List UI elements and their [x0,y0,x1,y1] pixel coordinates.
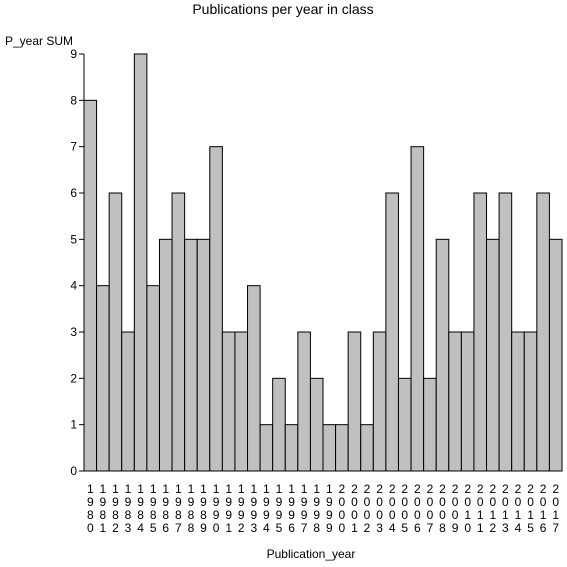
bar-2004 [385,192,399,472]
bar-2009 [448,331,462,472]
bar-2012 [486,238,500,472]
y-tick-label-5: 5 [70,232,77,246]
bar-2007 [423,377,437,472]
bar-2014 [511,331,525,472]
bar-1982 [108,192,123,472]
bar-2015 [523,331,538,472]
y-axis-label: P_year SUM [5,34,73,48]
bar-2010 [460,331,475,472]
chart-title: Publications per year in class [192,1,373,17]
bar-1997 [297,331,311,472]
bar-1989 [196,238,211,472]
y-tick-label-0: 0 [70,464,77,478]
y-tick-label-2: 2 [70,371,77,385]
y-tick-label-8: 8 [70,93,77,107]
bar-1985 [146,285,160,472]
y-tick-label-1: 1 [70,418,77,432]
bar-2011 [473,192,488,472]
bar-1994 [259,424,274,472]
bar-2006 [410,146,425,472]
bar-2002 [360,424,374,472]
y-tick-label-9: 9 [70,47,77,61]
y-tick-label-3: 3 [70,325,77,339]
bar-1996 [284,424,299,472]
bar-1995 [272,377,286,472]
bar-2000 [335,424,349,472]
bar-1980 [83,99,98,472]
bar-2013 [498,192,513,472]
bar-1984 [133,53,148,472]
bar-1991 [221,331,236,472]
bar-1987 [171,192,186,472]
x-axis-label: Publication_year [267,547,356,561]
bar-2017 [548,238,563,472]
bar-1983 [121,331,135,472]
bar-1981 [96,285,110,472]
bar-2001 [347,331,362,472]
bar-1992 [234,331,249,472]
plot-area: 0 1 2 3 4 5 6 7 8 9 1 9 8 0 1 9 8 1 1 9 8 2 1 9 8 3 1 9 8 4 1 9 8 5 1 9 8 6 1 9… [70,47,563,535]
bar-1999 [322,424,337,472]
bar-1988 [184,238,198,472]
bar-2016 [536,192,550,472]
bar-2003 [372,331,387,472]
y-tick-label-6: 6 [70,186,77,200]
y-tick-label-7: 7 [70,140,77,154]
bar-1990 [209,146,223,472]
bar-1998 [309,377,324,472]
y-tick-label-4: 4 [70,279,77,293]
bar-1993 [247,285,261,472]
bar-2005 [397,377,412,472]
bar-1986 [158,238,173,472]
bar-2008 [435,238,450,472]
